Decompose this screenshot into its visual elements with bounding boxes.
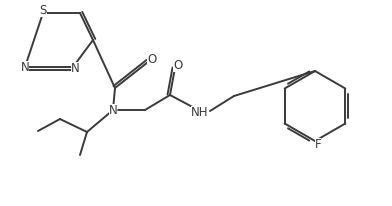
Text: S: S <box>39 4 47 16</box>
Text: N: N <box>71 62 79 75</box>
Text: O: O <box>173 59 183 71</box>
Text: N: N <box>21 61 29 74</box>
Text: N: N <box>109 103 117 117</box>
Text: F: F <box>315 137 321 151</box>
Text: O: O <box>147 53 157 66</box>
Text: NH: NH <box>191 105 209 118</box>
